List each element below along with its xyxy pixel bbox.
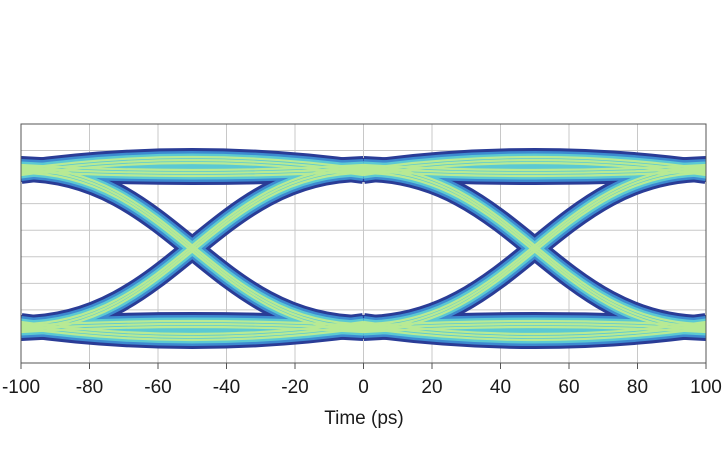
- one-level-trace: [21, 155, 364, 171]
- falling-edge-trace: [705, 173, 706, 175]
- falling-edge-trace: [21, 171, 364, 332]
- x-axis-title: Time (ps): [324, 408, 404, 429]
- one-level-trace: [363, 161, 706, 177]
- rising-edge-trace: [705, 323, 706, 330]
- falling-edge-trace: [363, 168, 706, 329]
- rising-edge-trace: [705, 325, 706, 327]
- rising-edge-trace: [705, 326, 706, 330]
- falling-edge-trace: [21, 323, 22, 330]
- x-axis: -100 -80 -60 -40 -20 0 20 40 60 80 100: [2, 363, 722, 398]
- x-tick-label: -40: [213, 377, 240, 398]
- rising-edge-trace: [705, 320, 706, 327]
- falling-edge-trace: [705, 170, 706, 180]
- rising-edge-trace: [705, 320, 706, 330]
- rising-edge-trace: [21, 170, 22, 177]
- zero-level-trace: [363, 325, 706, 334]
- one-level-trace: [363, 155, 706, 171]
- rising-edge-trace: [21, 167, 22, 169]
- zero-level-trace: [21, 326, 364, 342]
- falling-edge-trace: [705, 170, 706, 174]
- falling-edge-trace: [21, 326, 22, 330]
- zero-level-trace: [363, 322, 706, 331]
- rising-edge-trace: [705, 317, 706, 327]
- rising-edge-trace: [705, 323, 706, 327]
- falling-edge-trace: [21, 314, 22, 324]
- falling-edge-trace: [705, 167, 706, 171]
- x-tick-label: -60: [144, 377, 171, 398]
- rising-edge-trace: [21, 170, 22, 174]
- falling-edge-trace: [21, 325, 22, 327]
- rising-edge-trace: [705, 320, 706, 324]
- rising-edge-trace: [21, 173, 22, 175]
- rising-edge-trace: [21, 173, 22, 180]
- x-tick-label: 40: [490, 377, 511, 398]
- falling-edge-trace: [21, 165, 364, 326]
- falling-edge-trace: [21, 328, 22, 330]
- falling-edge-trace: [705, 167, 706, 174]
- zero-level-trace: [21, 322, 364, 331]
- zero-level-trace: [363, 326, 706, 342]
- trace-band: [21, 155, 706, 342]
- falling-edge-trace: [363, 165, 706, 326]
- x-tick-label: 60: [558, 377, 579, 398]
- rising-edge-trace: [21, 170, 22, 180]
- eye-traces: [21, 148, 706, 349]
- one-level-trace: [363, 158, 706, 174]
- x-tick-label: -80: [76, 377, 103, 398]
- rising-edge-trace: [21, 167, 22, 177]
- falling-edge-trace: [21, 168, 364, 329]
- rising-edge-trace: [21, 173, 22, 183]
- rising-edge-trace: [705, 322, 706, 324]
- falling-edge-trace: [705, 173, 706, 183]
- rising-edge-trace: [705, 328, 706, 330]
- falling-edge-trace: [705, 170, 706, 172]
- x-tick-label: 100: [690, 377, 722, 398]
- x-tick-label: 80: [627, 377, 648, 398]
- falling-edge-trace: [21, 320, 22, 327]
- falling-edge-trace: [363, 171, 706, 332]
- rising-edge-trace: [21, 167, 22, 171]
- falling-edge-trace: [705, 173, 706, 177]
- rising-edge-trace: [21, 170, 22, 172]
- one-level-trace: [21, 169, 364, 178]
- x-tick-label: 0: [358, 377, 369, 398]
- falling-edge-trace: [705, 170, 706, 177]
- zero-level-trace: [21, 325, 364, 334]
- falling-edge-trace: [21, 317, 22, 327]
- one-level-trace: [363, 169, 706, 178]
- falling-edge-trace: [21, 322, 22, 324]
- one-level-trace: [21, 158, 364, 174]
- rising-edge-trace: [21, 167, 22, 174]
- falling-edge-trace: [21, 320, 22, 330]
- falling-edge-trace: [21, 317, 22, 324]
- x-tick-label: -100: [2, 377, 40, 398]
- one-level-trace: [21, 161, 364, 177]
- falling-edge-trace: [21, 320, 22, 324]
- falling-edge-trace: [705, 167, 706, 177]
- x-tick-label: -20: [281, 377, 308, 398]
- x-tick-label: 20: [421, 377, 442, 398]
- rising-edge-trace: [705, 317, 706, 324]
- rising-edge-trace: [21, 173, 22, 177]
- falling-edge-trace: [21, 323, 22, 327]
- rising-edge-trace: [705, 314, 706, 324]
- falling-edge-trace: [705, 167, 706, 169]
- falling-edge-trace: [705, 173, 706, 180]
